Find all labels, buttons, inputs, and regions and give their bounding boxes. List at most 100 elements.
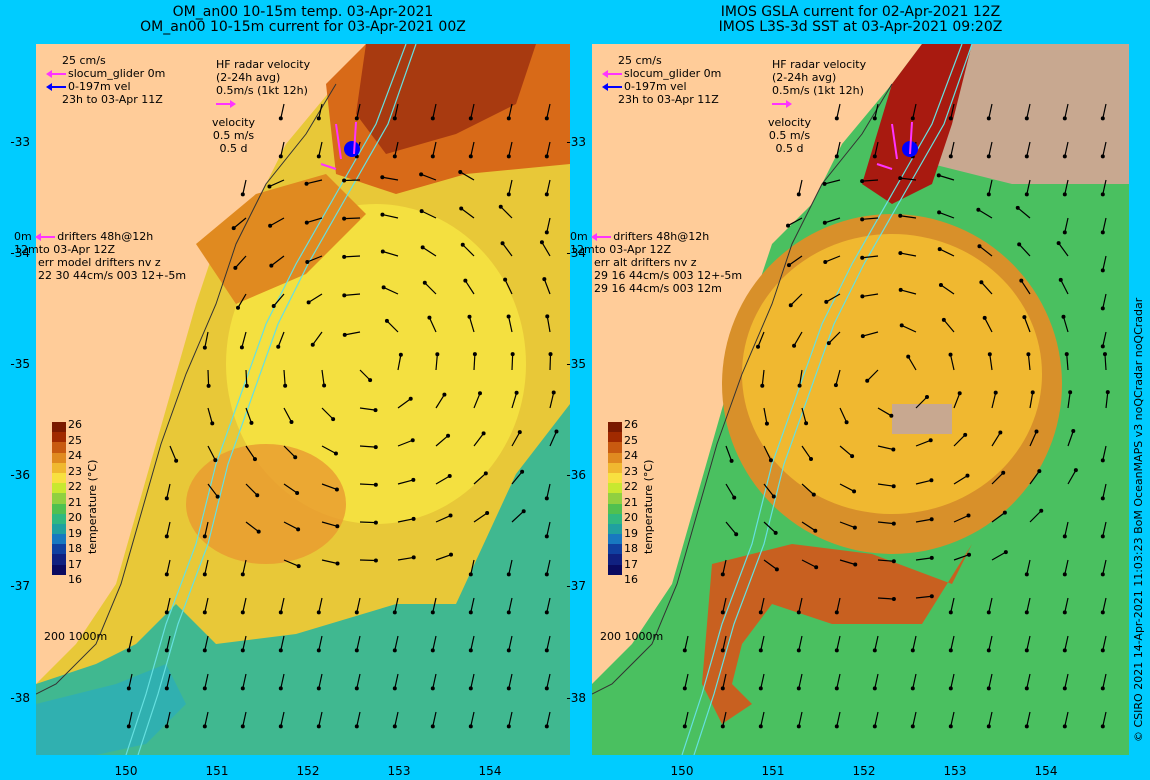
current-vector [356,635,361,651]
current-vector [877,483,894,487]
current-vector [394,141,399,157]
current-vector [836,711,841,727]
current-vector-head [872,154,877,159]
coastline [592,83,893,695]
current-vector [915,557,932,561]
current-vector-head [206,383,211,388]
scale-label: 25 cm/s [618,54,662,67]
current-vector-head [521,509,526,514]
x-tick-label: 153 [943,764,967,778]
current-vector-head [833,383,838,388]
current-vector [836,103,841,119]
current-vector [306,217,323,224]
current-vector-head [419,209,424,214]
current-vector [1064,521,1069,537]
current-vector [432,103,437,119]
current-vector-head [164,724,169,729]
current-vector [383,286,399,295]
x-tick-label: 154 [1034,764,1058,778]
current-vector [950,673,955,689]
current-vector-head [898,287,903,292]
current-vector-head [392,724,397,729]
current-vector-head [427,315,432,320]
hf-arrow-icon [216,100,236,108]
current-vector-head [823,259,828,264]
current-vector [824,179,841,185]
current-vector [508,635,513,651]
current-vector [344,179,361,182]
current-vector [508,141,513,157]
colorbar-segment [52,503,66,514]
current-vector [277,331,285,347]
drifter-arrow-icon [591,233,612,241]
current-vector [242,673,247,689]
right-title-line-2: IMOS L3S-3d SST at 03-Apr-2021 09:20Z [718,19,1003,35]
current-vector [500,206,513,219]
current-vector-head [316,724,321,729]
current-vector-head [682,686,687,691]
current-vector-head [304,181,309,186]
current-vector-head [891,559,896,564]
current-vector [432,711,437,727]
isobath-1000m [137,44,417,755]
cool-water [36,404,570,755]
current-vector [204,635,209,651]
colorbar-segment [52,432,66,443]
current-vector [1064,179,1069,195]
current-vector [1067,469,1077,485]
current-vector [1066,354,1069,371]
x-tick-label: 150 [114,764,138,778]
x-tick-label: 151 [205,764,229,778]
current-vector [900,177,917,181]
current-vector-head [1024,116,1029,121]
current-vector-head [720,686,725,691]
current-vector [877,407,892,417]
current-vector-head [334,487,339,492]
current-vector [793,331,803,347]
colorbar-tick-label: 24 [68,449,82,462]
current-vector [283,445,296,458]
current-vector-head [986,116,991,121]
current-vector [938,211,955,219]
current-vector [397,354,402,371]
current-vector [953,393,961,409]
current-vector-head [1024,648,1029,653]
current-vector-head [240,724,245,729]
current-vector [435,394,445,409]
current-vector [950,103,955,119]
current-vector [722,597,727,613]
current-vector [1102,445,1107,461]
current-vector-head [936,173,941,178]
x-tick-label: 153 [387,764,411,778]
current-vector-head [342,178,347,183]
hf-title: HF radar velocity [216,58,311,71]
period-label: 23h to 03-Apr 11Z [618,93,719,106]
current-vector-head [786,263,791,268]
current-vector-head [986,724,991,729]
current-vector [394,103,399,119]
current-vector [798,673,803,689]
drifter-legend: 0m drifters 48h@12h 12mto 03-Apr 12Z err… [570,230,742,295]
current-vector-head [1062,116,1067,121]
current-vector-head [682,724,687,729]
drifter-zero-label: 0m [570,230,588,243]
current-vector [763,483,775,497]
current-vector [546,559,551,575]
current-vector [359,445,376,448]
current-vector-head [808,457,813,462]
current-vector [511,510,525,523]
current-vector [991,432,1001,447]
current-vector [757,331,765,347]
current-vector [473,354,476,371]
current-vector [988,179,993,195]
current-vector-head [447,473,452,478]
current-vector-head [430,724,435,729]
current-vector-head [430,610,435,615]
current-vector-head [252,457,257,462]
current-vector-head [774,567,779,572]
current-vector [760,635,765,651]
colorbar-tick-label: 17 [624,557,638,571]
current-vector-head [1001,470,1006,475]
colorbar-segment [52,462,66,473]
current-vector-head [392,648,397,653]
